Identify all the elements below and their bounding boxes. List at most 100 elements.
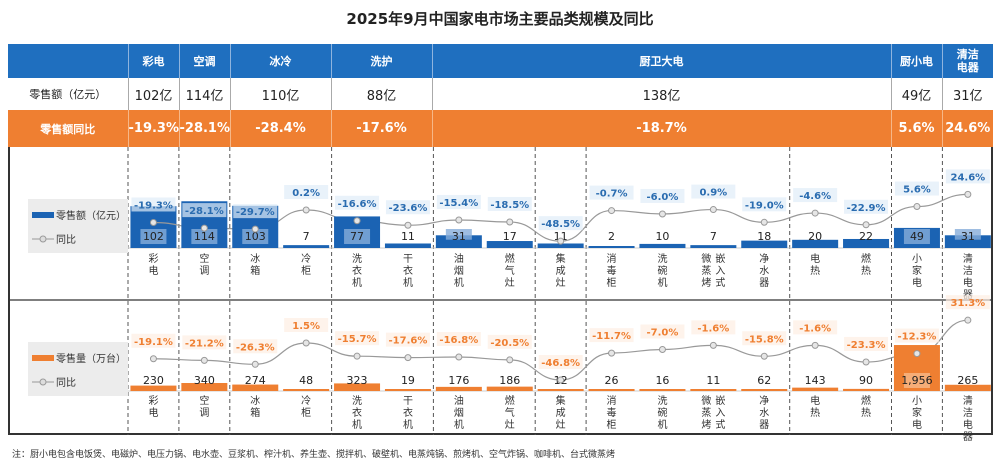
yoy-label-bg xyxy=(742,197,787,212)
yoy-label-bg xyxy=(385,200,430,215)
category-label-char: 烟 xyxy=(454,264,464,277)
category-label-char: 机 xyxy=(454,276,464,289)
yoy-label: -1.6% xyxy=(697,323,729,334)
bar xyxy=(639,389,686,391)
yoy-cell: -18.7% xyxy=(431,110,891,147)
category-label-char: 机 xyxy=(352,276,362,289)
bar-value-label: 7 xyxy=(303,230,310,243)
legend-yoy: 同比 xyxy=(56,234,76,246)
yoy-label: -21.2% xyxy=(185,338,224,349)
category-label-char: 冷 xyxy=(301,252,311,265)
category-label-char: 冰 xyxy=(250,394,260,407)
bar xyxy=(537,243,584,248)
category-label-char: 器 xyxy=(963,289,973,301)
yoy-label: -15.4% xyxy=(439,198,478,209)
bar-value-label: 31 xyxy=(452,230,466,243)
category-label-char: 碗 xyxy=(657,264,667,277)
header-cell: 厨小电 xyxy=(890,44,942,78)
yoy-point xyxy=(862,221,870,229)
category-label-char: 式 xyxy=(715,418,725,431)
category-label-char: 洁 xyxy=(963,406,973,419)
yoy-point xyxy=(557,237,565,245)
yoy-label-bg xyxy=(538,354,583,369)
yoy-label: -46.8% xyxy=(541,358,580,369)
yoy-point xyxy=(302,206,310,214)
yoy-label: -26.3% xyxy=(236,342,275,353)
bar-value-label: 48 xyxy=(299,374,313,387)
bar-value-label: 20 xyxy=(808,230,822,243)
yoy-cell: -17.6% xyxy=(330,110,432,147)
category-label-char: 灶 xyxy=(505,276,515,289)
header-cell: 厨卫大电 xyxy=(431,44,891,78)
header-cell: 空调 xyxy=(178,44,230,78)
bar-highlight xyxy=(242,229,269,244)
bar-value-label: 90 xyxy=(859,374,873,387)
bar-value-label: 19 xyxy=(401,374,415,387)
yoy-point xyxy=(709,206,717,214)
yoy-point xyxy=(455,353,463,361)
category-label-char: 燃 xyxy=(861,252,871,265)
yoy-point xyxy=(964,316,972,324)
bar-value-label: 265 xyxy=(957,374,978,387)
bar-highlight xyxy=(344,229,371,244)
category-label-char: 空 xyxy=(199,394,209,407)
category-label-char: 微 xyxy=(701,252,711,265)
category-label-char: 干 xyxy=(403,396,413,407)
category-label-char: 灶 xyxy=(505,418,515,431)
bar xyxy=(334,383,381,391)
yoy-label-bg xyxy=(589,185,634,200)
category-label-char: 洗 xyxy=(352,253,362,265)
yoy-label: -17.6% xyxy=(389,336,428,347)
legend-yoy-marker xyxy=(39,235,47,243)
yoy-point xyxy=(709,341,717,349)
category-label-char: 嵌 xyxy=(715,395,725,407)
retail-cell: 49亿 xyxy=(890,78,942,110)
yoy-label-bg xyxy=(182,203,227,218)
category-label-char: 机 xyxy=(403,418,413,431)
bar xyxy=(792,387,839,391)
category-label-char: 小 xyxy=(912,253,922,265)
yoy-label: -0.7% xyxy=(596,189,628,200)
bar-value-label: 26 xyxy=(605,374,619,387)
yoy-label-bg xyxy=(335,331,380,346)
yoy-point xyxy=(149,218,157,226)
yoy-point xyxy=(964,190,972,198)
category-label-char: 热 xyxy=(861,264,871,277)
bar-highlight xyxy=(140,229,167,244)
yoy-label: 0.2% xyxy=(292,188,320,199)
bar-value-label: 102 xyxy=(143,230,164,243)
legend-box xyxy=(28,199,128,253)
yoy-point xyxy=(302,339,310,347)
category-label-char: 冷 xyxy=(301,394,311,407)
yoy-label-bg xyxy=(487,334,532,349)
header-cell: 清洁 电器 xyxy=(941,44,993,78)
legend-box xyxy=(28,342,128,396)
category-label-char: 入 xyxy=(715,266,725,277)
yoy-label-bg xyxy=(589,328,634,343)
category-label-char: 家 xyxy=(912,264,922,277)
category-label-char: 电 xyxy=(148,406,158,419)
yoy-label: -15.8% xyxy=(745,334,784,345)
yoy-label: -6.0% xyxy=(647,192,679,203)
bar-value-label: 176 xyxy=(448,374,469,387)
bar xyxy=(435,386,482,391)
category-label-char: 水 xyxy=(759,407,769,419)
category-label-char: 嵌 xyxy=(715,253,725,265)
yoy-label: -16.6% xyxy=(338,199,377,210)
yoy-point xyxy=(862,358,870,366)
yoy-point xyxy=(506,356,514,364)
bar-value-label: 77 xyxy=(350,230,364,243)
yoy-point xyxy=(811,341,819,349)
category-label-char: 成 xyxy=(556,265,566,277)
category-label-char: 油 xyxy=(454,252,464,265)
yoy-label: -15.7% xyxy=(338,334,377,345)
category-label-char: 热 xyxy=(861,406,871,419)
category-label-char: 毒 xyxy=(607,406,617,419)
bar xyxy=(232,384,279,391)
category-label-char: 干 xyxy=(403,254,413,265)
yoy-label: -23.3% xyxy=(847,340,886,351)
category-label-char: 碗 xyxy=(657,406,667,419)
yoy-label-bg xyxy=(945,169,990,184)
yoy-cell: -28.1% xyxy=(178,110,230,147)
yoy-label-bg xyxy=(436,332,481,347)
